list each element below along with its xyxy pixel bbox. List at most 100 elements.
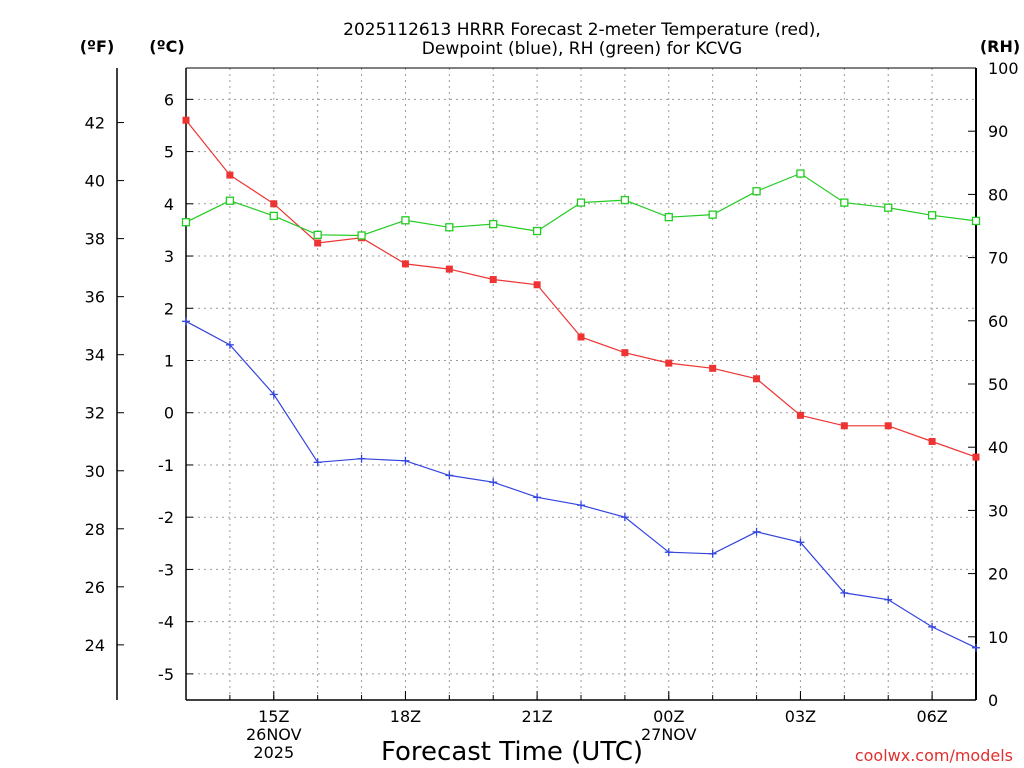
temperature-point [621,349,629,357]
rh-point [489,219,498,229]
temperature-point [753,375,761,383]
fahrenheit-tick-label: 42 [85,114,105,133]
temperature-point [577,333,585,341]
rh-point [884,203,893,212]
fahrenheit-tick-label: 32 [85,404,105,423]
rh-tick-label: 20 [988,565,1008,584]
temperature-point [314,239,322,247]
dewpoint-point [489,478,498,487]
rh-unit-label: (RH) [980,37,1020,56]
dewpoint-point [884,595,893,604]
celsius-tick-label: 2 [164,299,174,318]
rh-point [840,198,849,207]
fahrenheit-tick-label: 28 [85,520,105,539]
dewpoint-point [269,390,278,399]
celsius-tick-label: -5 [158,665,174,684]
temperature-point [401,260,409,268]
rh-point [708,210,717,219]
time-tick-label: 15Z [258,707,289,726]
rh-point [576,198,586,207]
rh-tick-label: 30 [988,501,1008,520]
dewpoint-point [972,643,980,652]
celsius-tick-label: 6 [164,90,174,109]
rh-tick-label: 60 [988,312,1008,331]
rh-tick-label: 40 [988,438,1008,457]
rh-point [313,230,322,239]
rh-tick-label: 70 [988,249,1008,268]
fahrenheit-tick-label: 26 [85,578,105,597]
rh-point [620,195,630,205]
dewpoint-point [445,471,454,480]
celsius-tick-label: 0 [164,404,174,423]
temperature-point [709,364,717,372]
rh-point [752,187,761,196]
celsius-tick-label: 5 [164,143,174,162]
temperature-point [270,200,278,208]
rh-tick-label: 50 [988,375,1008,394]
rh-point [664,213,673,222]
celsius-tick-label: -1 [158,456,174,475]
celsius-unit-label: (ºC) [149,37,184,56]
rh-point [181,218,191,227]
time-tick-label: 00Z [653,707,684,726]
time-tick-label: 18Z [390,707,421,726]
rh-point [532,226,542,236]
dewpoint-point [664,548,673,557]
rh-point [269,211,278,221]
temperature-point [928,437,936,445]
chart-title-line-2: Dewpoint (blue), RH (green) for KCVG [422,39,742,59]
rh-point [796,169,805,178]
celsius-tick-label: -3 [158,560,174,579]
dewpoint-point [796,538,805,547]
celsius-tick-label: -2 [158,508,174,527]
dewpoint-point [182,317,190,326]
time-tick-label: 06Z [916,707,947,726]
chart-title-line-1: 2025112613 HRRR Forecast 2-meter Tempera… [343,20,821,40]
celsius-tick-label: 3 [164,247,174,266]
dewpoint-point [577,501,585,510]
rh-tick-label: 0 [988,691,998,710]
fahrenheit-tick-label: 36 [85,288,105,307]
fahrenheit-tick-label: 34 [85,346,105,365]
rh-point [401,216,410,225]
rh-point [445,223,454,232]
time-tick-label: 2025 [253,743,294,762]
celsius-tick-label: 1 [164,351,174,370]
fahrenheit-unit-label: (ºF) [80,37,115,56]
dewpoint-point [752,527,761,536]
dewpoint-point [620,513,629,522]
dewpoint-point [313,458,322,467]
celsius-tick-label: 4 [164,195,174,214]
dewpoint-point [928,622,937,631]
time-tick-label: 26NOV [246,725,302,744]
dewpoint-point [840,588,849,597]
rh-tick-label: 80 [988,185,1008,204]
temperature-point [445,265,453,273]
dewpoint-point [401,456,410,465]
temperature-point [884,422,892,430]
dewpoint-point [357,454,366,463]
dewpoint-point [708,549,717,558]
temperature-point [796,411,804,419]
celsius-axis-ticks: 6 5 4 3 2 1 0 -1 -2 -3 -4 -5 [158,90,193,684]
rh-tick-label: 90 [988,122,1008,141]
rh-point [225,196,235,205]
dewpoint-point [533,493,542,502]
time-tick-label: 27NOV [641,725,697,744]
time-tick-label: 21Z [521,707,552,726]
x-axis-label: Forecast Time (UTC) [381,737,643,767]
rh-tick-label: 10 [988,628,1008,647]
temperature-point [840,422,848,430]
temperature-point [972,453,980,461]
fahrenheit-tick-label: 24 [85,636,105,655]
temperature-point [489,276,497,284]
fahrenheit-axis-ticks: 42 40 38 36 34 32 30 28 26 24 [85,114,124,655]
celsius-tick-label: -4 [158,613,174,632]
temperature-point [226,171,234,179]
data-series [181,116,981,652]
fahrenheit-tick-label: 40 [85,172,105,191]
dewpoint-point [225,340,234,349]
